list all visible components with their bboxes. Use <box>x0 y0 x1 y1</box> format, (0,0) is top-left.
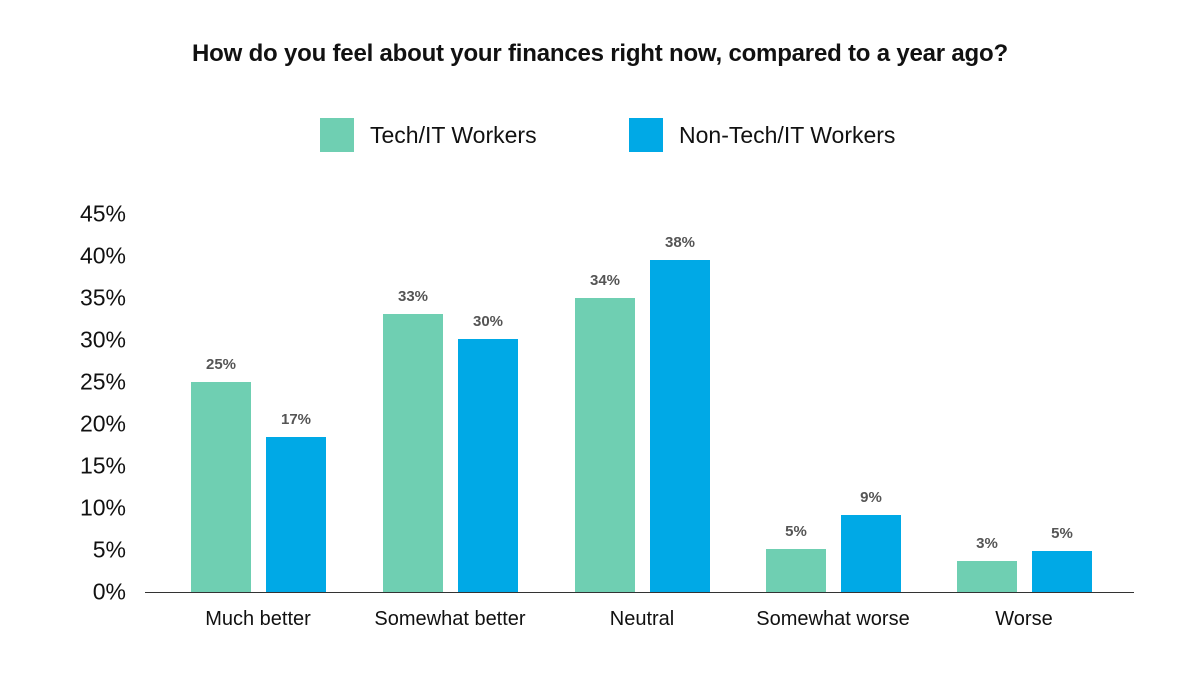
bar-value-label: 25% <box>205 356 237 373</box>
y-tick-0: 0% <box>92 578 126 605</box>
bar-tech-worse <box>957 560 1017 592</box>
legend-label-non-tech: Non-Tech/IT Workers <box>679 121 896 148</box>
bar-non-tech-somewhat-worse <box>841 514 901 592</box>
y-tick-45: 45% <box>79 200 126 227</box>
bar-tech-neutral <box>575 298 635 592</box>
bar-value-label: 5% <box>1051 524 1073 542</box>
bar-non-tech-much-better <box>266 436 326 592</box>
bar-value-label: 30% <box>472 313 504 331</box>
y-tick-35: 35% <box>79 284 126 311</box>
x-label-worse: Worse <box>995 608 1053 630</box>
bar-value-label: 3% <box>976 534 998 552</box>
legend-item-tech: Tech/IT Workers <box>320 117 537 153</box>
bar-value-label: 33% <box>397 287 429 305</box>
bar-tech-much-better <box>191 382 251 592</box>
y-tick-40: 40% <box>79 242 126 269</box>
bar-value-label: 17% <box>280 410 312 428</box>
chart-title: How do you feel about your finances righ… <box>192 40 1008 67</box>
y-tick-15: 15% <box>79 452 126 479</box>
legend: Tech/IT Workers Non-Tech/IT Workers <box>0 117 1200 153</box>
bar-tech-somewhat-better <box>383 313 443 592</box>
y-tick-25: 25% <box>79 368 126 395</box>
x-label-much-better: Much better <box>205 608 311 630</box>
x-label-somewhat-worse: Somewhat worse <box>756 608 910 630</box>
bar-non-tech-worse <box>1032 550 1092 592</box>
legend-swatch-tech <box>320 118 354 152</box>
y-tick-20: 20% <box>79 410 126 437</box>
bar-non-tech-neutral <box>650 260 710 592</box>
y-tick-10: 10% <box>79 494 126 521</box>
y-tick-30: 30% <box>79 326 126 353</box>
bar-value-label: 9% <box>860 488 882 506</box>
legend-label-tech: Tech/IT Workers <box>370 121 537 148</box>
bar-non-tech-somewhat-better <box>458 339 518 592</box>
bar-value-label: 38% <box>664 234 696 252</box>
x-label-somewhat-better: Somewhat better <box>374 608 526 630</box>
bar-value-label: 34% <box>589 272 621 289</box>
y-tick-5: 5% <box>92 536 126 563</box>
x-axis-line <box>145 592 1134 593</box>
legend-item-non-tech: Non-Tech/IT Workers <box>629 117 895 153</box>
bar-value-label: 5% <box>785 523 807 541</box>
legend-swatch-non-tech <box>629 118 663 152</box>
x-label-neutral: Neutral <box>609 608 675 630</box>
bar-tech-somewhat-worse <box>766 549 826 592</box>
